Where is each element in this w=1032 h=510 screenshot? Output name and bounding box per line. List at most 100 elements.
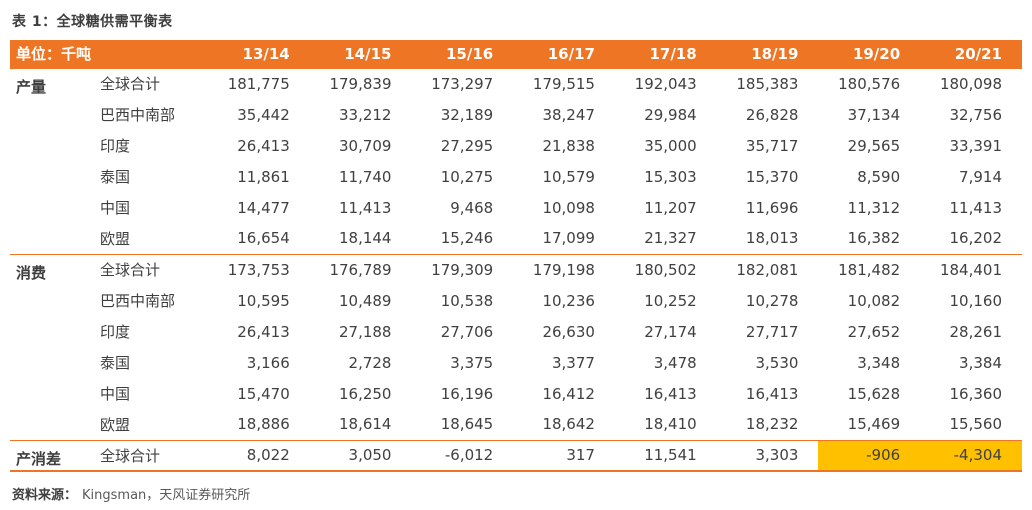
value-cell: 26,630 <box>542 322 595 341</box>
value-cell: 11,413 <box>949 198 1003 217</box>
value-cell: 35,717 <box>745 136 799 155</box>
table-row: 印度 26,413 27,188 27,706 26,630 27,174 27,717 27… <box>10 316 1022 347</box>
value-cell: 173,753 <box>208 253 310 285</box>
value-cell: 9,468 <box>450 198 494 217</box>
value-cell: 179,515 <box>513 67 615 99</box>
value-cell: 28,261 <box>949 322 1003 341</box>
table-row: 欧盟 16,654 18,144 15,246 17,099 21,327 18,013 16… <box>10 223 1022 254</box>
value-cell: 185,383 <box>716 67 819 99</box>
value-cell: 32,189 <box>440 105 494 124</box>
region-label: 全球合计 <box>98 67 209 99</box>
value-cell: 16,202 <box>949 229 1003 248</box>
table-row: 印度 26,413 30,709 27,295 21,838 35,000 35,717 29… <box>10 130 1022 161</box>
value-cell: 32,756 <box>949 105 1003 124</box>
unit-header: 单位：千吨 <box>10 40 209 68</box>
table-row: 泰国 11,861 11,740 10,275 10,579 15,303 15,370 8,… <box>10 161 1022 192</box>
value-cell: 10,275 <box>440 167 494 186</box>
value-cell: 11,413 <box>338 198 392 217</box>
value-cell: 179,309 <box>411 253 514 285</box>
year-column-header: 14/15 <box>309 40 412 68</box>
value-cell: 181,482 <box>818 253 921 285</box>
value-cell: 35,442 <box>237 105 290 124</box>
value-cell: 10,236 <box>542 291 595 310</box>
region-label: 泰国 <box>100 168 131 186</box>
value-cell: 179,839 <box>309 67 412 99</box>
table-row: 泰国 3,166 2,728 3,375 3,377 3,478 3,530 3,348 3,3… <box>10 347 1022 378</box>
value-cell: 15,560 <box>949 415 1003 434</box>
region-label: 全球合计 <box>98 253 209 285</box>
value-cell: 180,502 <box>614 253 717 285</box>
value-cell: 10,579 <box>542 167 595 186</box>
table-body: 产量 全球合计 181,775 179,839 173,297 179,515 192,04… <box>10 67 1022 472</box>
value-cell: 176,789 <box>309 253 412 285</box>
region-label: 中国 <box>100 385 131 403</box>
value-cell: 180,098 <box>920 67 1022 99</box>
value-cell: 18,645 <box>440 415 494 434</box>
value-cell: 182,081 <box>716 253 819 285</box>
value-cell: 26,413 <box>237 136 290 155</box>
value-cell: 11,541 <box>614 439 717 472</box>
value-cell: 27,717 <box>745 322 799 341</box>
value-cell: 15,303 <box>644 167 697 186</box>
value-cell: 15,370 <box>745 167 799 186</box>
table-row: 产量 全球合计 181,775 179,839 173,297 179,515 192,04… <box>10 67 1022 254</box>
table-row: 中国 15,470 16,250 16,196 16,412 16,413 16,413 15… <box>10 378 1022 409</box>
value-cell: 37,134 <box>847 105 901 124</box>
year-column-header: 20/21 <box>920 40 1022 68</box>
sugar-supply-demand-table: 单位：千吨 13/14 14/15 15/16 16/17 17/18 18/19 19/2… <box>10 40 1022 472</box>
value-cell: 3,348 <box>857 353 901 372</box>
region-label: 巴西中南部 <box>100 292 176 310</box>
table-row: 中国 14,477 11,413 9,468 10,098 11,207 11,696 11,… <box>10 192 1022 223</box>
value-cell: 27,188 <box>338 322 392 341</box>
value-cell: 10,082 <box>847 291 901 310</box>
value-cell: 17,099 <box>542 229 595 248</box>
year-column-header: 19/20 <box>818 40 921 68</box>
value-cell: 10,595 <box>237 291 290 310</box>
value-cell: 11,696 <box>745 198 799 217</box>
value-cell: -4,304 <box>920 439 1022 472</box>
value-cell: 16,413 <box>644 384 697 403</box>
value-cell: 16,654 <box>237 229 290 248</box>
year-column-header: 17/18 <box>614 40 717 68</box>
value-cell: 21,327 <box>644 229 697 248</box>
section-label: 产消差 <box>10 439 98 472</box>
value-cell: 3,166 <box>246 353 290 372</box>
region-label: 全球合计 <box>98 439 209 472</box>
value-cell: 11,312 <box>847 198 901 217</box>
value-cell: 38,247 <box>542 105 595 124</box>
value-cell: 10,098 <box>542 198 595 217</box>
value-cell: 3,384 <box>959 353 1002 372</box>
value-cell: 2,728 <box>348 353 392 372</box>
value-cell: 15,628 <box>847 384 901 403</box>
value-cell: -906 <box>818 439 921 472</box>
value-cell: 35,000 <box>644 136 697 155</box>
value-cell: 16,250 <box>338 384 392 403</box>
table-header-row: 单位：千吨 13/14 14/15 15/16 16/17 17/18 18/19 19/2… <box>10 40 1022 68</box>
value-cell: 192,043 <box>614 67 717 99</box>
table-row: 消费 全球合计 173,753 176,789 179,309 179,198 180,50… <box>10 253 1022 440</box>
value-cell: 18,642 <box>542 415 595 434</box>
value-cell: 3,478 <box>653 353 697 372</box>
value-cell: 30,709 <box>338 136 392 155</box>
value-cell: 10,278 <box>745 291 799 310</box>
value-cell: 10,489 <box>338 291 392 310</box>
value-cell: 8,590 <box>857 167 901 186</box>
value-cell: 7,914 <box>959 167 1002 186</box>
value-cell: 27,295 <box>440 136 494 155</box>
value-cell: 14,477 <box>237 198 290 217</box>
value-cell: 15,469 <box>847 415 901 434</box>
value-cell: 15,246 <box>440 229 494 248</box>
value-cell: 27,706 <box>440 322 494 341</box>
source-note: 资料来源： Kingsman，天风证券研究所 <box>10 472 1022 503</box>
value-cell: 16,196 <box>440 384 494 403</box>
value-cell: 15,470 <box>237 384 290 403</box>
year-column-header: 18/19 <box>716 40 819 68</box>
value-cell: 10,160 <box>949 291 1003 310</box>
value-cell: 33,212 <box>338 105 392 124</box>
section-label: 产量 <box>10 67 98 254</box>
value-cell: 29,984 <box>644 105 697 124</box>
value-cell: 180,576 <box>818 67 921 99</box>
value-cell: 179,198 <box>513 253 615 285</box>
table-row: 巴西中南部 10,595 10,489 10,538 10,236 10,252 10,27… <box>10 285 1022 316</box>
